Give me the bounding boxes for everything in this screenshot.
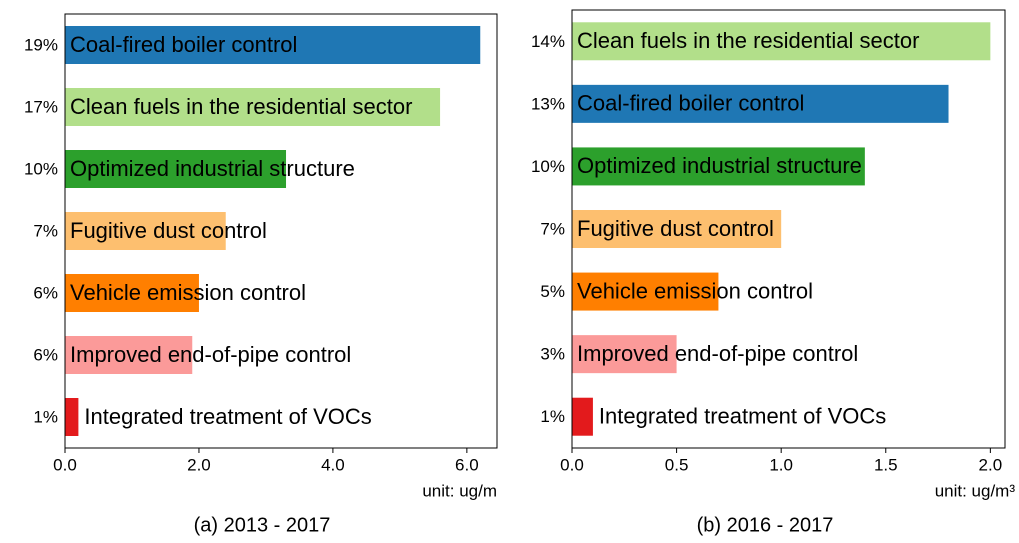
- axes-frame: [64, 13, 498, 449]
- bar: [572, 272, 719, 311]
- bar: [65, 212, 226, 250]
- bar-label: Coal-fired boiler control: [70, 32, 297, 57]
- caption: (b) 2016 - 2017: [697, 514, 834, 536]
- x-tick-label: 4.0: [321, 455, 345, 474]
- bar-label: Vehicle emission control: [577, 278, 813, 303]
- x-tick-label: 2.0: [979, 455, 1003, 474]
- bar: [65, 398, 79, 436]
- share-label: 6%: [33, 345, 58, 364]
- share-label: 6%: [33, 283, 58, 302]
- bar: [65, 150, 287, 188]
- share-label: 7%: [33, 221, 58, 240]
- bar-label: Clean fuels in the residential sector: [70, 94, 412, 119]
- bar-label: Improved end-of-pipe control: [70, 342, 351, 367]
- bar-label: Vehicle emission control: [70, 280, 306, 305]
- x-tick-label: 0.5: [665, 455, 689, 474]
- bar-label: Integrated treatment of VOCs: [599, 404, 886, 429]
- x-tick-label: 2.0: [187, 455, 211, 474]
- bar-label: Fugitive dust control: [70, 218, 267, 243]
- share-label: 3%: [540, 345, 565, 364]
- bar: [65, 26, 481, 64]
- bar: [65, 274, 199, 312]
- bar-label: Coal-fired boiler control: [577, 91, 804, 116]
- share-label: 10%: [531, 157, 565, 176]
- bar-label: Optimized industrial structure: [577, 153, 862, 178]
- share-label: 1%: [33, 407, 58, 426]
- share-label: 7%: [540, 219, 565, 238]
- bar-label: Fugitive dust control: [577, 216, 774, 241]
- caption: (a) 2013 - 2017: [194, 514, 331, 536]
- bar-label: Optimized industrial structure: [70, 156, 355, 181]
- x-tick-label: 0.0: [53, 455, 77, 474]
- x-axis-label: unit: ug/m³: [935, 481, 1016, 500]
- bar: [65, 88, 441, 126]
- share-label: 14%: [531, 32, 565, 51]
- bar-label: Clean fuels in the residential sector: [577, 28, 919, 53]
- bar-label: Improved end-of-pipe control: [577, 341, 858, 366]
- x-axis-label: unit: ug/m: [422, 481, 497, 500]
- x-tick-label: 1.5: [874, 455, 898, 474]
- bar: [572, 210, 782, 248]
- bar: [572, 84, 949, 123]
- share-label: 13%: [531, 94, 565, 113]
- bar: [572, 397, 593, 436]
- share-label: 5%: [540, 282, 565, 301]
- bar: [65, 336, 193, 374]
- share-label: 19%: [24, 35, 58, 54]
- axes-frame: [571, 9, 1006, 449]
- share-label: 17%: [24, 97, 58, 116]
- bar: [572, 22, 991, 61]
- share-label: 10%: [24, 159, 58, 178]
- share-label: 1%: [540, 407, 565, 426]
- bar: [572, 335, 677, 374]
- x-tick-label: 1.0: [769, 455, 793, 474]
- x-tick-label: 0.0: [560, 455, 584, 474]
- bar-label: Integrated treatment of VOCs: [84, 404, 371, 429]
- bar: [572, 147, 865, 186]
- x-tick-label: 6.0: [455, 455, 479, 474]
